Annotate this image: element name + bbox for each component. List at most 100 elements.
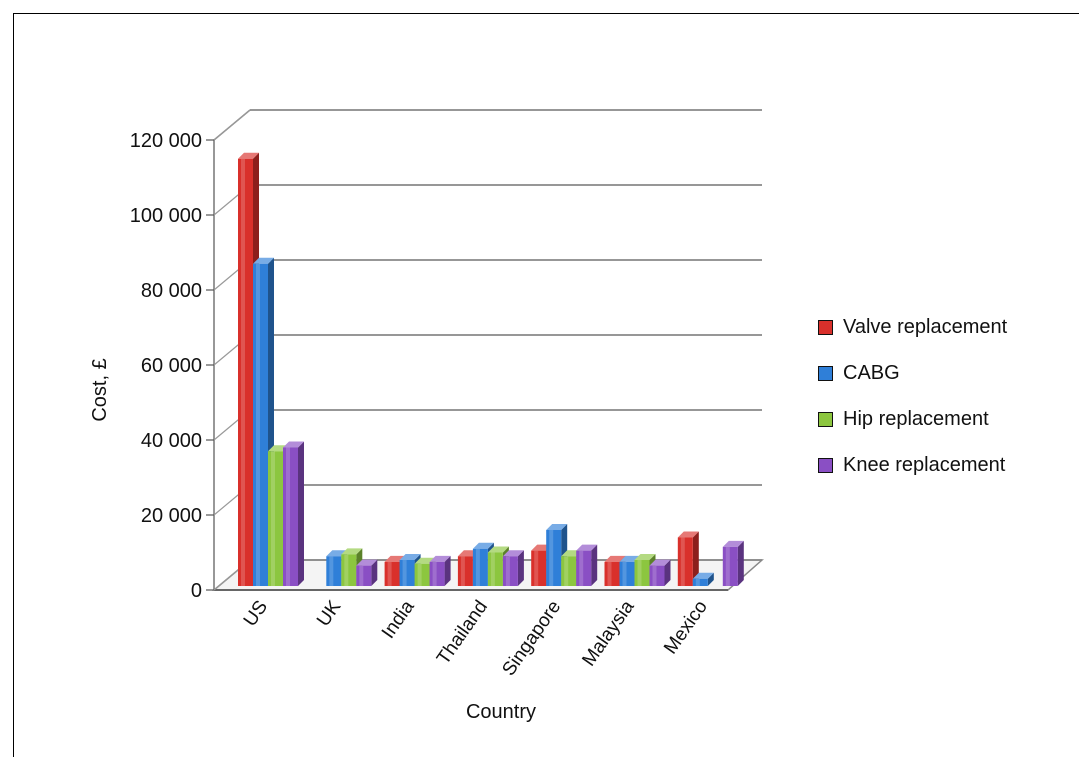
bar-front <box>341 554 357 586</box>
bar-front <box>414 563 430 586</box>
bar-top <box>546 524 568 530</box>
y-axis-title: Cost, £ <box>89 358 111 421</box>
bar-singapore-knee-replacement <box>576 544 598 586</box>
legend-label: Valve replacement <box>843 316 1008 338</box>
bar-top <box>634 554 656 560</box>
y-tick-label: 40 000 <box>141 430 202 452</box>
bar-front <box>619 561 635 586</box>
bar-top <box>502 550 524 557</box>
bar-front <box>604 561 620 586</box>
bar-highlight <box>460 556 465 586</box>
bar-top <box>356 559 378 566</box>
bar-highlight <box>271 451 275 586</box>
bar-front <box>457 556 473 586</box>
bar-highlight <box>564 556 569 586</box>
bar-highlight <box>652 565 657 586</box>
bar-side <box>707 572 714 586</box>
bar-highlight <box>475 548 480 586</box>
bar-side <box>737 540 744 586</box>
x-tick-label-uk: UK <box>313 597 346 631</box>
bar-uk-knee-replacement <box>356 559 378 586</box>
bar-highlight <box>534 550 539 586</box>
bar-mexico-valve-replacement <box>677 531 699 586</box>
legend-label: Hip replacement <box>843 408 989 430</box>
legend: Valve replacement CABG Hip replacement Knee… <box>818 312 1058 496</box>
bar-us-cabg <box>253 257 274 586</box>
bar-top <box>238 152 259 159</box>
legend-item: Valve replacement <box>818 312 1058 343</box>
bar-top <box>722 540 744 547</box>
bar-front <box>356 565 372 586</box>
legend-swatch <box>818 366 833 381</box>
bar-front <box>399 560 415 586</box>
bar-highlight <box>329 556 334 586</box>
bar-front <box>472 548 488 586</box>
bar-thailand-knee-replacement <box>502 550 524 586</box>
legend-item: CABG <box>818 358 1058 389</box>
bar-highlight <box>549 530 554 586</box>
bar-highlight <box>637 560 642 586</box>
x-tick-label-thailand: Thailand <box>433 597 492 669</box>
bar-highlight <box>725 546 730 586</box>
legend-item: Knee replacement <box>818 450 1058 481</box>
x-tick-label-malaysia: Malaysia <box>578 596 638 670</box>
bar-side <box>591 544 598 586</box>
bar-mexico-knee-replacement <box>722 540 744 586</box>
bar-highlight <box>607 561 612 586</box>
bar-front <box>268 451 283 586</box>
legend-label: Knee replacement <box>843 454 1006 476</box>
bar-front <box>531 550 547 586</box>
bar-highlight <box>622 561 627 586</box>
legend-item: Hip replacement <box>818 404 1058 435</box>
bar-top <box>341 548 363 555</box>
bar-side <box>517 550 524 586</box>
bar-front <box>238 158 253 586</box>
bar-highlight <box>286 447 290 586</box>
bar-top <box>399 554 421 560</box>
y-tick-label: 20 000 <box>141 505 202 527</box>
y-tick-label: 100 000 <box>130 205 202 227</box>
bar-highlight <box>387 561 392 586</box>
x-tick-label-mexico: Mexico <box>660 597 712 658</box>
bars <box>238 152 744 586</box>
bar-front <box>649 565 665 586</box>
bar-top <box>576 544 598 551</box>
x-tick-label-singapore: Singapore <box>498 597 565 680</box>
bar-side <box>371 559 378 586</box>
figure-frame <box>13 13 1079 757</box>
bar-highlight <box>695 578 700 586</box>
bar-front <box>283 447 298 586</box>
y-tick-label: 0 <box>191 580 202 602</box>
bar-top <box>283 441 304 448</box>
bar-highlight <box>432 561 437 586</box>
bar-front <box>692 578 708 586</box>
bar-side <box>298 441 304 586</box>
bar-front <box>677 537 693 586</box>
legend-swatch <box>818 458 833 473</box>
bar-top <box>649 559 671 566</box>
bar-top <box>253 257 274 264</box>
x-tick-label-us: US <box>240 597 272 631</box>
bar-front <box>634 560 650 586</box>
bar-front <box>487 552 503 586</box>
y-tick-label: 60 000 <box>141 355 202 377</box>
gridline-diagonal <box>213 109 251 141</box>
bar-front <box>561 556 577 586</box>
y-tick-label: 80 000 <box>141 280 202 302</box>
bar-side <box>692 531 699 586</box>
bar-top <box>677 531 699 538</box>
bar-highlight <box>680 537 685 586</box>
bar-side <box>664 559 671 586</box>
bar-front <box>326 556 342 586</box>
bar-highlight <box>402 560 407 586</box>
legend-label: CABG <box>843 362 900 384</box>
bar-top <box>429 555 451 562</box>
x-axis-title: Country <box>466 701 536 723</box>
bar-side <box>444 555 451 586</box>
gridlines <box>206 109 762 591</box>
bar-highlight <box>241 158 245 586</box>
bar-front <box>429 561 445 586</box>
bar-front <box>384 561 400 586</box>
x-tick-label-india: India <box>378 596 419 642</box>
